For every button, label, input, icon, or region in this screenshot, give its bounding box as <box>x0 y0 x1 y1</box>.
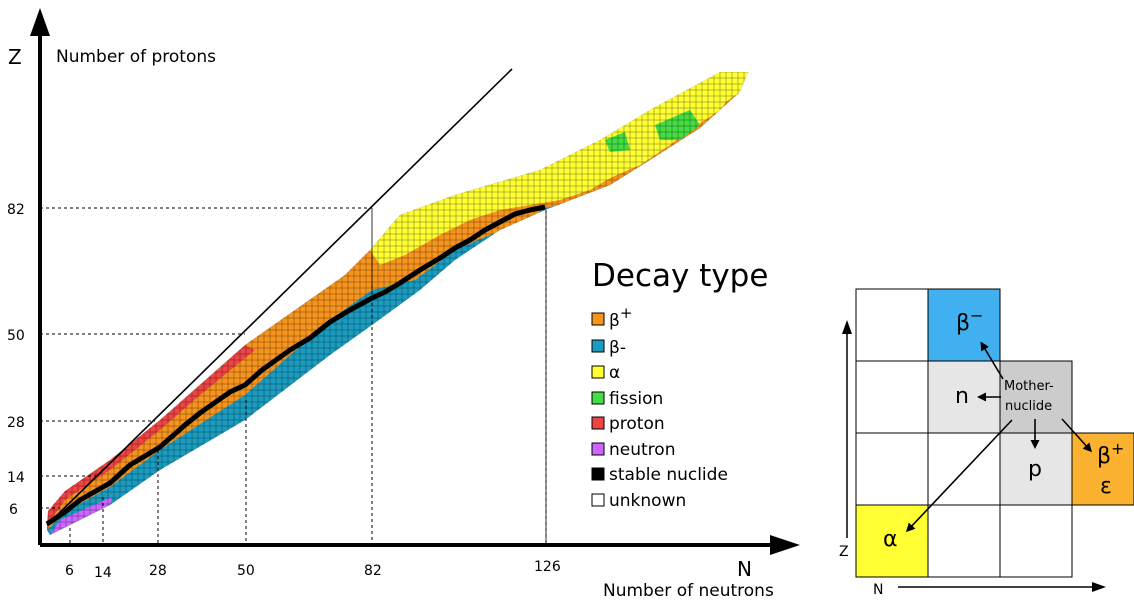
inset-cell-r1c0 <box>855 360 929 434</box>
inset-label-epsilon: ε <box>1100 474 1112 499</box>
legend-label-stable: stable nuclide <box>609 465 728 485</box>
x-tick-126: 126 <box>534 559 561 575</box>
inset-mother-line2: nuclide <box>1005 399 1052 414</box>
legend-label-beta-minus: β- <box>609 338 626 358</box>
arrow-to-beta-minus <box>980 341 1004 380</box>
x-tick-50: 50 <box>237 563 255 579</box>
axes <box>30 8 800 555</box>
legend-label-fission: fission <box>609 389 663 409</box>
inset-label-proton: p <box>1028 457 1042 482</box>
inset-cell-r2c3 <box>1071 432 1134 506</box>
inset-z-label: Z <box>839 544 849 560</box>
legend-label-beta-plus: β+ <box>609 304 632 331</box>
x-tick-28: 28 <box>149 563 167 579</box>
inset-grid <box>855 288 1134 578</box>
legend-swatch-unknown <box>591 493 605 507</box>
inset-label-neutron: n <box>955 384 969 409</box>
legend-label-neutron: neutron <box>609 440 675 460</box>
x-tick-82: 82 <box>364 563 382 579</box>
legend-label-proton: proton <box>609 414 665 434</box>
inset-axes <box>842 320 1106 592</box>
y-tick-82: 82 <box>7 202 25 218</box>
decay-mode-inset: β− n p β+ ε α Mother- nuclide Z N <box>839 288 1134 598</box>
inset-n-label: N <box>873 582 883 598</box>
n-equals-z-line <box>46 68 513 526</box>
y-tick-50: 50 <box>7 328 25 344</box>
x-tick-labels: 6 14 28 50 82 126 <box>65 559 561 581</box>
magic-number-solid-inner <box>371 208 547 545</box>
y-axis-arrowhead <box>30 8 50 36</box>
inset-mother-line1: Mother- <box>1004 379 1054 394</box>
legend-swatch-alpha <box>591 365 605 379</box>
y-tick-14: 14 <box>7 470 25 486</box>
legend: Decay type β+ β- α fission proton neutro… <box>591 258 768 511</box>
nuclide-chart: Z Number of protons N Number of neutrons… <box>7 8 800 601</box>
legend-swatch-proton <box>591 416 605 430</box>
x-axis-title: Number of neutrons <box>603 581 774 601</box>
inset-cell-r0c0 <box>855 288 929 362</box>
y-axis-title: Number of protons <box>56 47 216 67</box>
x-axis-arrowhead <box>770 535 800 555</box>
y-tick-28: 28 <box>7 415 25 431</box>
legend-swatch-neutron <box>591 442 605 456</box>
legend-swatch-stable <box>591 467 605 481</box>
inset-label-beta-plus: β+ <box>1097 439 1124 469</box>
legend-title: Decay type <box>592 258 768 294</box>
y-tick-6: 6 <box>9 502 18 518</box>
inset-cell-r2c0 <box>855 432 929 506</box>
legend-label-unknown: unknown <box>609 491 686 511</box>
inset-cell-r3c2 <box>999 504 1073 578</box>
y-tick-labels: 6 14 28 50 82 <box>7 202 25 518</box>
x-tick-14: 14 <box>94 565 112 581</box>
inset-z-axis-arrowhead <box>842 320 852 334</box>
legend-swatch-fission <box>591 391 605 405</box>
inset-n-axis-arrowhead <box>1092 582 1106 592</box>
inset-cell-beta-plus <box>1072 433 1134 505</box>
legend-swatch-beta-minus <box>591 339 605 353</box>
y-axis-symbol: Z <box>8 45 22 69</box>
inset-cell-alpha <box>856 505 928 577</box>
inset-label-beta-minus: β− <box>956 306 983 336</box>
inset-arrows <box>905 341 1093 533</box>
inset-cell-r3c1 <box>927 504 1001 578</box>
arrow-to-beta-plus <box>1061 418 1093 453</box>
x-axis-symbol: N <box>737 557 752 581</box>
legend-label-alpha: α <box>609 363 620 383</box>
x-tick-6: 6 <box>65 563 74 579</box>
inset-label-alpha: α <box>883 527 898 552</box>
arrow-to-alpha <box>905 419 1013 533</box>
legend-swatch-beta-plus <box>591 312 605 326</box>
